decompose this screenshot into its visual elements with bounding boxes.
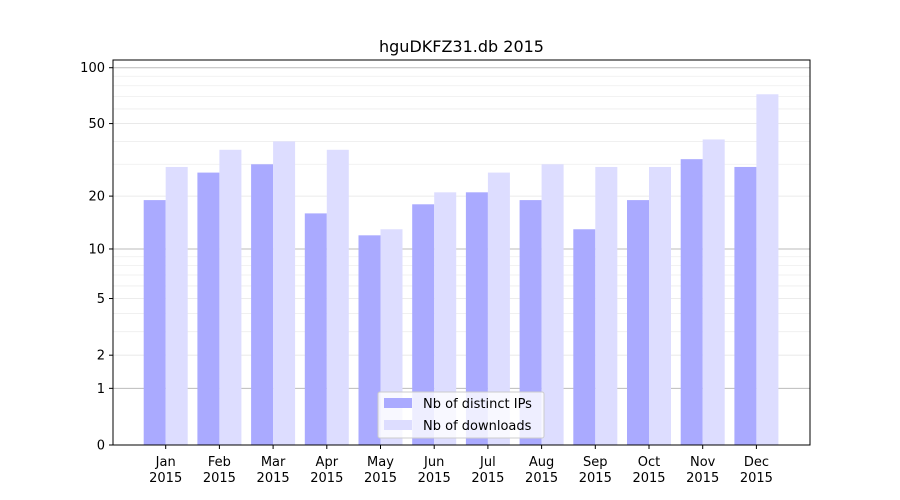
bar-downloads [702, 139, 725, 445]
bar-distinct-ips [573, 229, 596, 445]
y-tick-label: 5 [97, 292, 105, 307]
y-tick-label: 20 [88, 190, 105, 205]
bar-distinct-ips [734, 166, 757, 445]
bar-downloads [649, 166, 671, 445]
x-tick-label: Apr [316, 455, 339, 470]
y-tick-label: 100 [80, 61, 105, 76]
y-tick-label: 1 [97, 382, 105, 397]
bar-distinct-ips [680, 159, 703, 445]
bar-distinct-ips [143, 200, 166, 445]
legend-box [377, 391, 545, 439]
x-tick-label: Feb [208, 455, 231, 470]
bar-distinct-ips [465, 192, 488, 445]
x-tick-label: 2015 [149, 471, 182, 486]
bar-distinct-ips [358, 235, 381, 445]
x-tick-label: 2015 [310, 471, 343, 486]
chart-title: hguDKFZ31.db 2015 [379, 37, 544, 56]
x-axis: Jan2015Feb2015Mar2015Apr2015May2015Jun20… [149, 445, 773, 486]
x-tick-label: 2015 [740, 471, 773, 486]
x-tick-label: Jul [479, 455, 496, 470]
y-tick-label: 2 [97, 349, 105, 364]
bar-distinct-ips [627, 200, 649, 445]
x-tick-label: Oct [638, 455, 660, 470]
y-tick-label: 10 [88, 242, 105, 257]
bar-downloads [487, 172, 510, 445]
bar-downloads [219, 149, 242, 445]
legend: Nb of distinct IPs Nb of downloads [377, 391, 545, 439]
legend-label-ips: Nb of distinct IPs [423, 397, 532, 412]
bar-distinct-ips [251, 164, 274, 445]
bars [143, 94, 779, 446]
x-tick-label: Jan [155, 455, 176, 470]
x-tick-label: Jun [423, 455, 444, 470]
x-tick-label: 2015 [525, 471, 558, 486]
bar-downloads [326, 149, 349, 445]
x-tick-label: May [367, 455, 394, 470]
x-tick-label: Nov [690, 455, 716, 470]
bar-downloads [273, 141, 296, 446]
bar-downloads [434, 192, 457, 445]
x-tick-label: Aug [529, 455, 554, 470]
x-tick-label: Dec [744, 455, 769, 470]
legend-swatch-ips [384, 398, 412, 408]
x-tick-label: 2015 [686, 471, 719, 486]
x-tick-label: 2015 [203, 471, 236, 486]
x-tick-label: 2015 [257, 471, 290, 486]
bar-distinct-ips [412, 204, 435, 445]
y-tick-label: 50 [88, 117, 105, 132]
bar-downloads [165, 166, 188, 445]
bar-downloads [756, 94, 779, 445]
bar-distinct-ips [304, 213, 327, 445]
bar-downloads [380, 229, 403, 445]
plot-frame [112, 59, 811, 446]
x-tick-label: 2015 [632, 471, 665, 486]
x-tick-label: 2015 [418, 471, 451, 486]
bar-downloads [595, 166, 618, 445]
y-axis: 0 1 2 5 10 20 50 100 [80, 61, 113, 454]
bar-distinct-ips [519, 200, 542, 445]
x-tick-label: 2015 [579, 471, 612, 486]
bar-downloads [541, 164, 564, 445]
x-tick-label: Mar [261, 455, 286, 470]
legend-swatch-downloads [384, 420, 412, 430]
y-tick-label: 0 [97, 439, 105, 454]
x-tick-label: Sep [583, 455, 608, 470]
legend-label-downloads: Nb of downloads [423, 419, 532, 434]
x-tick-label: 2015 [364, 471, 397, 486]
bar-distinct-ips [197, 172, 220, 445]
x-tick-label: 2015 [471, 471, 504, 486]
